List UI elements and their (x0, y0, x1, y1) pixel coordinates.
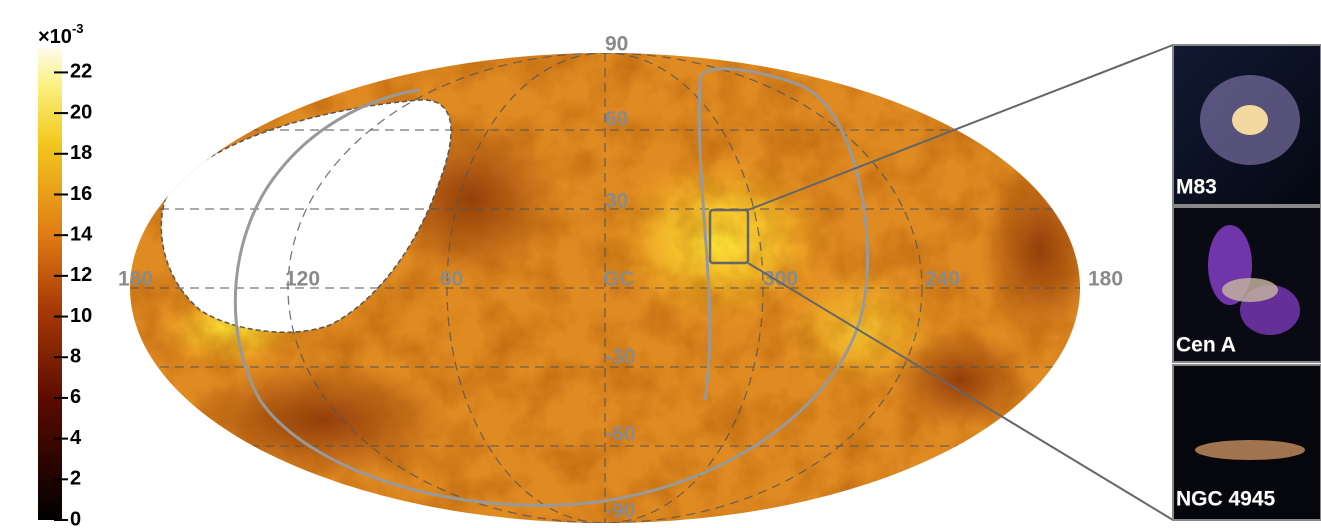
latitude-label: -60 (605, 423, 635, 446)
colorbar-tick-label: 14 (70, 223, 93, 245)
colorbar (38, 48, 62, 520)
longitude-label: 180 (1088, 268, 1123, 291)
colorbar-tick-label: 16 (70, 183, 92, 205)
latitude-label: 30 (605, 190, 628, 213)
colorbar-tick-label: 6 (70, 386, 81, 408)
colorbar-tick-label: 20 (70, 101, 92, 123)
colorbar-tick-label: 0 (70, 508, 81, 528)
colorbar-tick-label: 2 (70, 468, 81, 490)
latitude-label: -90 (605, 500, 635, 523)
longitude-label: GC (603, 268, 635, 291)
longitude-label: 180 (118, 268, 153, 291)
inset-images (1173, 45, 1321, 520)
longitude-label: 240 (925, 268, 960, 291)
colorbar-tick-label: 22 (70, 61, 92, 83)
colorbar-tick-label: 12 (70, 264, 92, 286)
figure: ×10-3 0 2 4 6 8 10 12 14 16 18 20 22 90 60 30 -30 -60 -9… (0, 0, 1321, 528)
colorbar-tick-label: 8 (70, 346, 81, 368)
longitude-label: 300 (763, 268, 798, 291)
inset-label: Cen A (1176, 334, 1236, 357)
latitude-label: -30 (605, 346, 635, 369)
colorbar-tick-label: 4 (70, 427, 82, 449)
colorbar-multiplier: ×10-3 (38, 21, 84, 48)
longitude-label: 60 (440, 268, 463, 291)
colorbar-tick-label: 10 (70, 305, 92, 327)
colorbar-tick-label: 18 (70, 142, 92, 164)
inset-label: NGC 4945 (1176, 488, 1276, 511)
longitude-label: 120 (285, 268, 320, 291)
latitude-label: 90 (605, 33, 628, 56)
latitude-label: 60 (605, 108, 628, 131)
inset-label: M83 (1176, 176, 1217, 199)
